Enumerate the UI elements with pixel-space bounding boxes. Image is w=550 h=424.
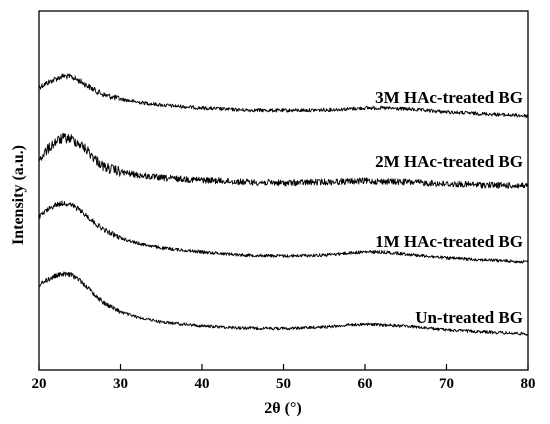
series-curve [38, 73, 529, 118]
series-curve [38, 200, 529, 264]
series-label: 1M HAc-treated BG [375, 232, 523, 251]
series-curve [38, 132, 529, 189]
x-tick-label: 80 [521, 376, 536, 392]
x-tick-label: 60 [358, 376, 373, 392]
series-curve [38, 271, 529, 336]
x-tick-label: 40 [195, 376, 210, 392]
x-axis-title: 2θ (°) [264, 400, 301, 417]
x-tick-label: 50 [276, 376, 291, 392]
x-tick-label: 70 [439, 376, 454, 392]
series-label: Un-treated BG [415, 308, 523, 327]
y-axis-title: Intensity (a.u.) [10, 145, 27, 245]
x-tick-label: 20 [32, 376, 47, 392]
x-axis-ticks: 20 30 40 50 60 70 80 [32, 364, 536, 392]
series-label: 3M HAc-treated BG [375, 88, 523, 107]
series-label: 2M HAc-treated BG [375, 152, 523, 171]
series-labels-layer: 3M HAc-treated BG 2M HAc-treated BG 1M HAc… [375, 88, 523, 327]
curves-layer [38, 73, 529, 336]
x-tick-label: 30 [113, 376, 128, 392]
